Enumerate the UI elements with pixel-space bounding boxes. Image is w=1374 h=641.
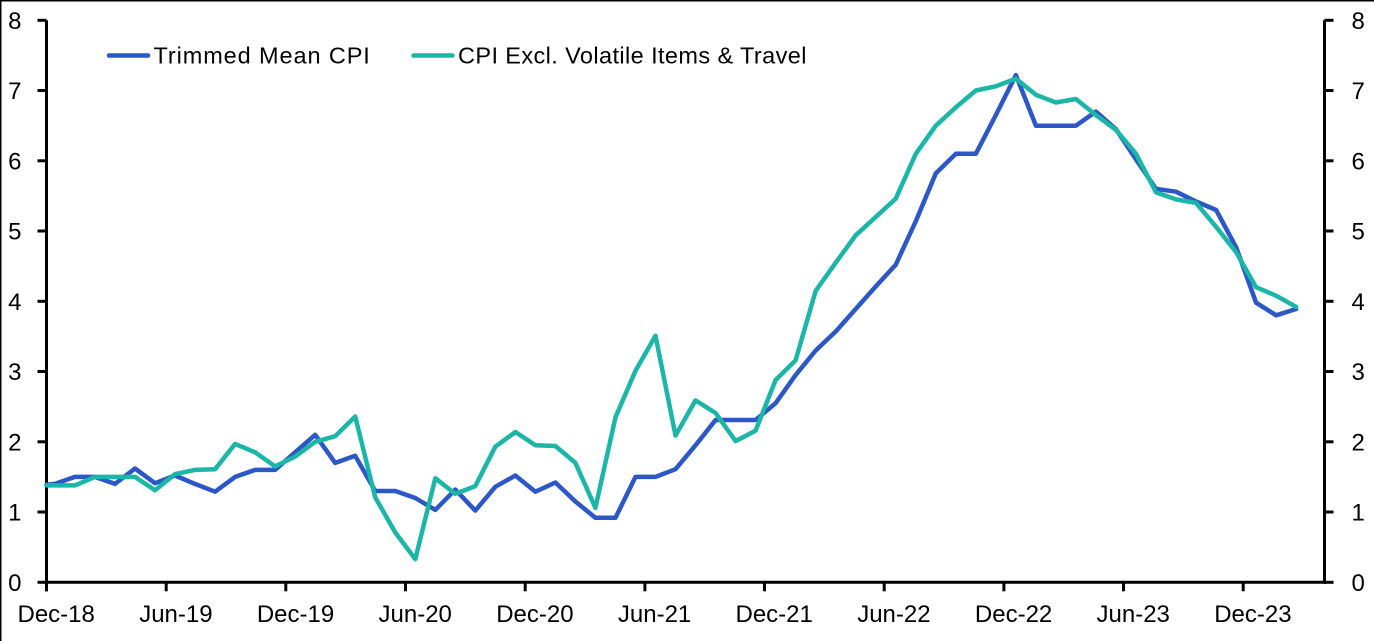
svg-text:0: 0 [1352, 570, 1365, 597]
svg-text:Dec-19: Dec-19 [257, 601, 334, 628]
svg-text:4: 4 [1352, 289, 1365, 316]
svg-text:4: 4 [8, 289, 21, 316]
svg-text:3: 3 [1352, 359, 1365, 386]
svg-text:Jun-21: Jun-21 [618, 601, 691, 628]
svg-text:7: 7 [8, 78, 21, 105]
svg-text:7: 7 [1352, 78, 1365, 105]
svg-text:6: 6 [8, 148, 21, 175]
svg-text:Dec-22: Dec-22 [975, 601, 1052, 628]
svg-text:8: 8 [8, 8, 21, 35]
svg-text:2: 2 [1352, 429, 1365, 456]
svg-text:5: 5 [1352, 219, 1365, 246]
svg-text:8: 8 [1352, 8, 1365, 35]
svg-text:Jun-22: Jun-22 [857, 601, 930, 628]
svg-text:Dec-23: Dec-23 [1214, 601, 1291, 628]
svg-text:Trimmed Mean CPI: Trimmed Mean CPI [154, 43, 371, 69]
svg-text:Dec-21: Dec-21 [736, 601, 813, 628]
svg-text:Dec-18: Dec-18 [18, 601, 95, 628]
svg-text:0: 0 [8, 570, 21, 597]
svg-text:Jun-23: Jun-23 [1097, 601, 1170, 628]
svg-text:5: 5 [8, 219, 21, 246]
svg-text:6: 6 [1352, 148, 1365, 175]
svg-text:Dec-20: Dec-20 [496, 601, 573, 628]
svg-text:Jun-19: Jun-19 [139, 601, 212, 628]
svg-text:Jun-20: Jun-20 [379, 601, 452, 628]
svg-text:3: 3 [8, 359, 21, 386]
svg-text:1: 1 [1352, 500, 1365, 527]
svg-text:1: 1 [8, 500, 21, 527]
svg-text:2: 2 [8, 429, 21, 456]
svg-text:CPI Excl. Volatile Items & Tra: CPI Excl. Volatile Items & Travel [458, 43, 807, 69]
